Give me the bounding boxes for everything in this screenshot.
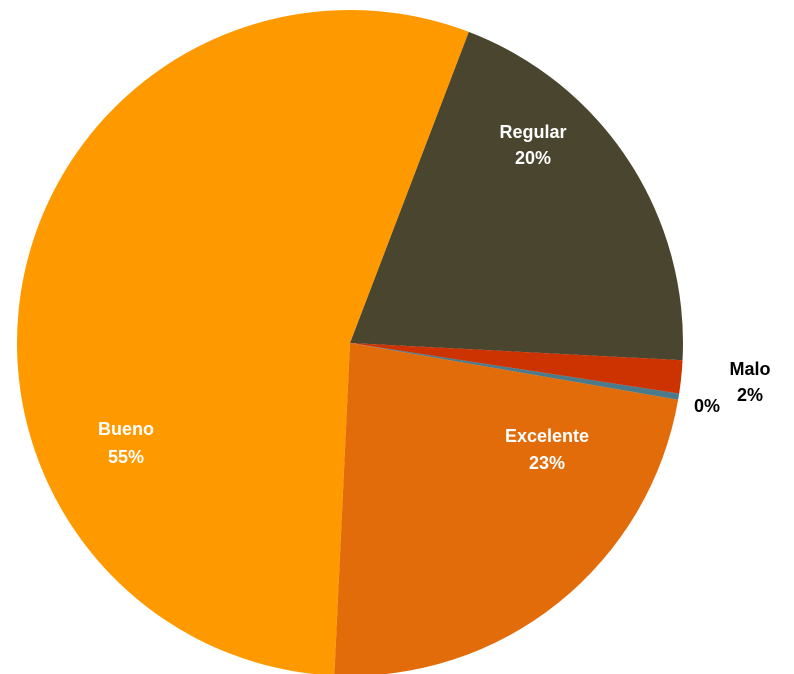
slice-percent-malo: 2%: [737, 385, 763, 405]
slice-label-malo: Malo: [729, 359, 770, 379]
slice-percent-bueno: 55%: [108, 447, 144, 467]
slice-label-bueno: Bueno: [98, 419, 154, 439]
slice-label-excelente: Excelente: [505, 426, 589, 446]
pie-slice-unnamed: [350, 343, 680, 400]
pie-slice-malo: [350, 343, 683, 394]
pie-slice-bueno: [17, 10, 469, 674]
slice-label-regular: Regular: [499, 122, 566, 142]
pie-slices: [17, 10, 683, 674]
pie-slice-excelente: [334, 343, 679, 674]
slice-percent-excelente: 23%: [529, 453, 565, 473]
pie-labels: Regular 20% Malo 2% 0% Excelente 23% Bueno 55%: [98, 122, 771, 473]
pie-slice-regular: [350, 31, 683, 361]
slice-percent-unnamed: 0%: [694, 396, 720, 416]
slice-percent-regular: 20%: [515, 148, 551, 168]
